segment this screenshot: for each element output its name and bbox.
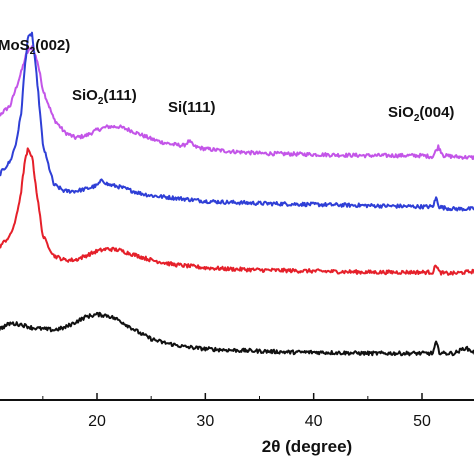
x-tick-label: 40 [305,413,323,430]
plot-frame [0,399,474,401]
peak-annotations: MoS2(002)SiO2(111)Si(111) SiO2(004) [0,37,454,124]
series-line-4 [0,311,474,357]
annotation-tail: (111) [103,87,136,104]
annotation-base: SiO [388,104,414,121]
annotation-base: MoS [0,37,30,54]
series-layer [0,31,474,357]
series-line-3 [0,147,474,276]
annotation-subscript: 2 [98,96,104,107]
x-tick-label: 30 [196,413,214,430]
annotation-tail: (002) [35,37,70,54]
x-axis-label: 2θ (degree) [262,437,352,456]
x-axis-ticks: 20 30 40 50 [42,393,431,430]
annotation-subscript: 2 [30,46,36,57]
peak-annotation: Si(111) [168,99,216,116]
series-line-1 [0,45,474,161]
peak-annotation: SiO2(111) [72,87,137,107]
series-line-2 [0,31,474,212]
annotation-subscript: 2 [414,113,420,124]
x-tick-label: 20 [88,413,106,430]
peak-annotation: SiO2(004) [388,104,454,124]
x-tick-label: 50 [413,413,431,430]
annotation-base: Si(111) [168,99,216,116]
annotation-base: SiO [72,87,98,104]
peak-annotation: MoS2(002) [0,37,70,57]
annotation-tail: (004) [419,104,454,121]
